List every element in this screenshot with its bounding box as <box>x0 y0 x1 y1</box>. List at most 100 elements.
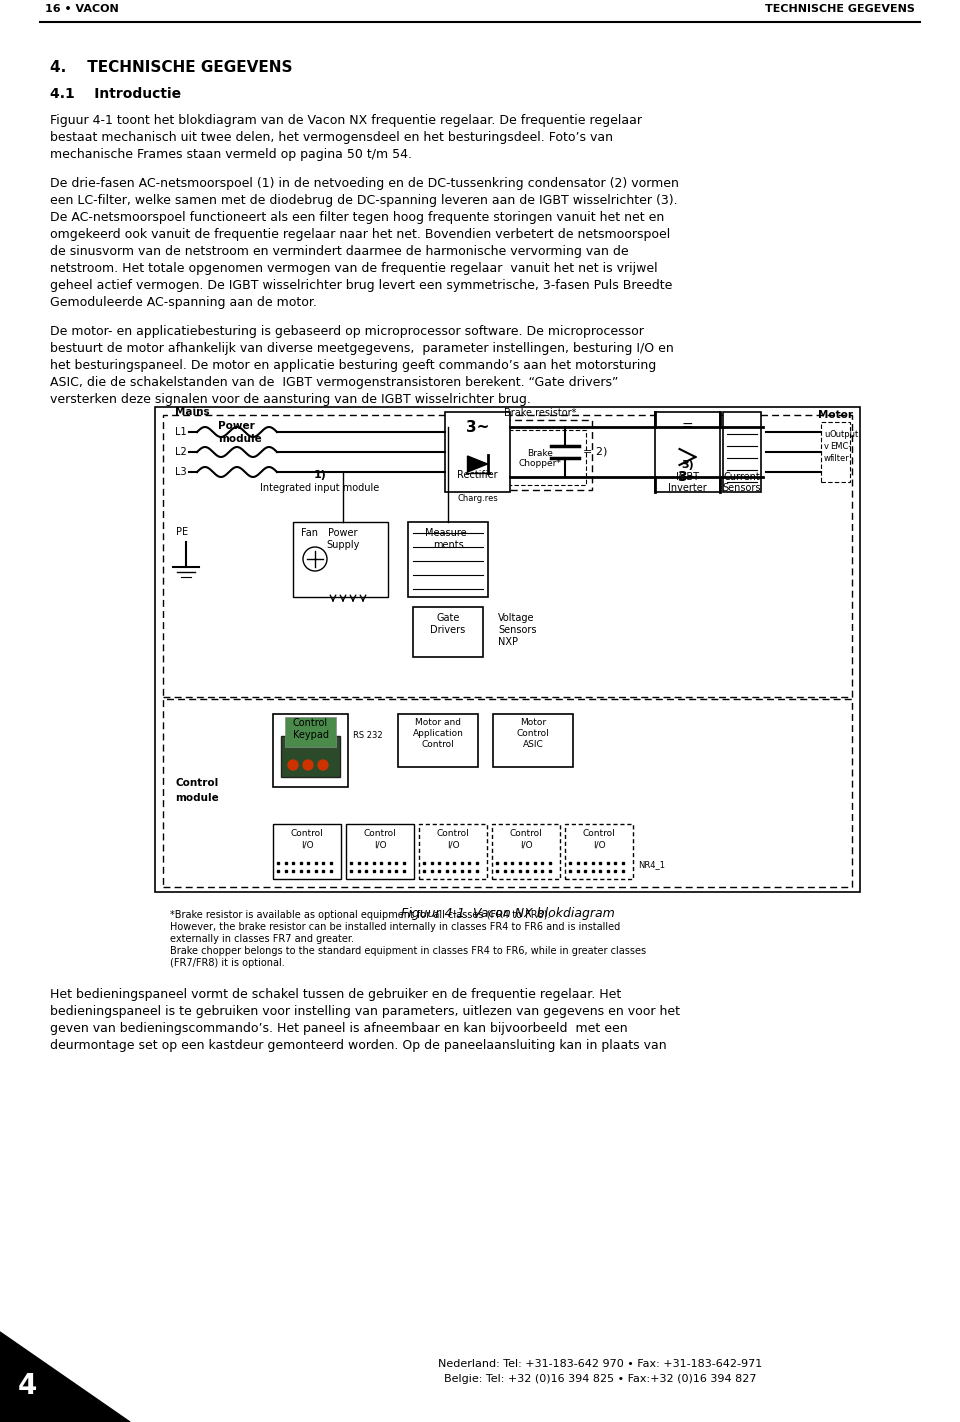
Text: geheel actief vermogen. De IGBT wisselrichter brug levert een symmetrische, 3-fa: geheel actief vermogen. De IGBT wisselri… <box>50 279 672 292</box>
Text: Charg.res: Charg.res <box>457 493 498 503</box>
Bar <box>273 823 341 879</box>
Text: Power: Power <box>218 421 254 431</box>
Text: w: w <box>824 454 830 464</box>
Text: v: v <box>824 442 829 451</box>
Text: Voltage: Voltage <box>498 613 535 623</box>
Text: module: module <box>218 434 262 444</box>
Bar <box>493 714 573 766</box>
Text: deurmontage set op een kastdeur gemonteerd worden. Op de paneelaansluiting kan i: deurmontage set op een kastdeur gemontee… <box>50 1039 666 1052</box>
Text: 3~: 3~ <box>466 419 490 435</box>
Text: bestuurt de motor afhankelijk van diverse meetgegevens,  parameter instellingen,: bestuurt de motor afhankelijk van divers… <box>50 343 674 356</box>
Text: Chopper*: Chopper* <box>518 459 562 468</box>
Text: Brake: Brake <box>527 449 553 458</box>
Bar <box>408 522 488 597</box>
Text: I/O: I/O <box>373 840 386 849</box>
Text: mechanische Frames staan vermeld op pagina 50 t/m 54.: mechanische Frames staan vermeld op pagi… <box>50 148 412 161</box>
Text: Control: Control <box>510 829 542 838</box>
Text: Het bedieningspaneel vormt de schakel tussen de gebruiker en de frequentie regel: Het bedieningspaneel vormt de schakel tu… <box>50 988 621 1001</box>
Text: Control: Control <box>437 829 469 838</box>
Text: 4.1    Introductie: 4.1 Introductie <box>50 87 181 101</box>
Bar <box>346 823 414 879</box>
Text: Brake chopper belongs to the standard equipment in classes FR4 to FR6, while in : Brake chopper belongs to the standard eq… <box>170 946 646 956</box>
Text: versterken deze signalen voor de aansturing van de IGBT wisselrichter brug.: versterken deze signalen voor de aanstur… <box>50 392 531 407</box>
Text: Brake resistor*: Brake resistor* <box>504 408 576 418</box>
Text: However, the brake resistor can be installed internally in classes FR4 to FR6 an: However, the brake resistor can be insta… <box>170 921 620 931</box>
Text: geven van bedieningscommando’s. Het paneel is afneembaar en kan bijvoorbeeld  me: geven van bedieningscommando’s. Het pane… <box>50 1022 628 1035</box>
Text: externally in classes FR7 and greater.: externally in classes FR7 and greater. <box>170 934 354 944</box>
Bar <box>163 700 852 887</box>
Text: De motor- en applicatiebesturing is gebaseerd op microprocessor software. De mic: De motor- en applicatiebesturing is geba… <box>50 326 644 338</box>
Text: de sinusvorm van de netstroom en vermindert daarmee de harmonische vervorming va: de sinusvorm van de netstroom en vermind… <box>50 245 629 257</box>
Text: Supply: Supply <box>326 540 360 550</box>
Bar <box>821 422 850 482</box>
Text: Motor: Motor <box>520 718 546 727</box>
Text: Gemoduleerde AC-spanning aan de motor.: Gemoduleerde AC-spanning aan de motor. <box>50 296 317 309</box>
Text: I/O: I/O <box>592 840 606 849</box>
Text: TECHNISCHE GEGEVENS: TECHNISCHE GEGEVENS <box>765 4 915 14</box>
Text: Measure-: Measure- <box>425 528 470 538</box>
Text: omgekeerd ook vanuit de frequentie regelaar naar het net. Bovendien verbetert de: omgekeerd ook vanuit de frequentie regel… <box>50 228 670 240</box>
Text: Fan: Fan <box>301 528 318 538</box>
Text: Sensors: Sensors <box>723 483 761 493</box>
Text: Inverter: Inverter <box>668 483 707 493</box>
Text: bedieningspaneel is te gebruiken voor instelling van parameters, uitlezen van ge: bedieningspaneel is te gebruiken voor in… <box>50 1005 680 1018</box>
Text: Sensors: Sensors <box>498 626 537 636</box>
Text: Control: Control <box>291 829 324 838</box>
Text: Mains: Mains <box>175 407 209 417</box>
Bar <box>281 737 340 776</box>
Text: L3: L3 <box>175 466 186 476</box>
Bar <box>565 823 633 879</box>
Text: Keypad: Keypad <box>293 729 328 739</box>
Text: Integrated input module: Integrated input module <box>260 483 379 493</box>
Bar <box>655 412 720 492</box>
Bar <box>445 412 510 492</box>
Text: EMC-: EMC- <box>830 442 852 451</box>
Text: De drie-fasen AC-netsmoorspoel (1) in de netvoeding en de DC-tussenkring condens: De drie-fasen AC-netsmoorspoel (1) in de… <box>50 176 679 191</box>
Bar <box>285 717 336 747</box>
Bar <box>488 419 592 491</box>
Bar <box>419 823 487 879</box>
Text: Gate: Gate <box>436 613 460 623</box>
Bar <box>398 714 478 766</box>
Text: = 2): = 2) <box>583 447 608 456</box>
Text: I/O: I/O <box>519 840 532 849</box>
Text: PE: PE <box>176 528 188 538</box>
Text: 4.    TECHNISCHE GEGEVENS: 4. TECHNISCHE GEGEVENS <box>50 60 293 75</box>
Bar <box>413 607 483 657</box>
Bar <box>273 714 348 786</box>
Text: 16 • VACON: 16 • VACON <box>45 4 119 14</box>
Text: netstroom. Het totale opgenomen vermogen van de frequentie regelaar  vanuit het : netstroom. Het totale opgenomen vermogen… <box>50 262 658 274</box>
Text: 3~: 3~ <box>677 471 698 483</box>
Text: een LC-filter, welke samen met de diodebrug de DC-spanning leveren aan de IGBT w: een LC-filter, welke samen met de diodeb… <box>50 193 678 208</box>
Circle shape <box>303 759 313 769</box>
Text: Motor: Motor <box>818 410 853 419</box>
Text: Control: Control <box>421 739 454 749</box>
Text: I/O: I/O <box>300 840 313 849</box>
Text: RS 232: RS 232 <box>353 731 383 739</box>
Text: Drivers: Drivers <box>430 626 466 636</box>
Text: Output: Output <box>830 429 859 439</box>
Text: bestaat mechanisch uit twee delen, het vermogensdeel en het besturingsdeel. Foto: bestaat mechanisch uit twee delen, het v… <box>50 131 613 144</box>
Text: Belgie: Tel: +32 (0)16 394 825 • Fax:+32 (0)16 394 827: Belgie: Tel: +32 (0)16 394 825 • Fax:+32… <box>444 1374 756 1384</box>
Text: Application: Application <box>413 729 464 738</box>
Text: Rectifier: Rectifier <box>457 471 498 481</box>
Text: Control: Control <box>175 778 218 788</box>
Text: Control: Control <box>364 829 396 838</box>
Circle shape <box>318 759 328 769</box>
Bar <box>494 429 586 485</box>
Text: ments: ments <box>433 540 464 550</box>
Polygon shape <box>0 1332 130 1422</box>
Text: u: u <box>824 429 829 439</box>
Bar <box>163 415 852 697</box>
Text: Power: Power <box>328 528 358 538</box>
Text: 3): 3) <box>682 459 694 471</box>
Text: Figuur 4-1 toont het blokdiagram van de Vacon NX frequentie regelaar. De frequen: Figuur 4-1 toont het blokdiagram van de … <box>50 114 642 127</box>
Text: (FR7/FR8) it is optional.: (FR7/FR8) it is optional. <box>170 958 285 968</box>
Text: L1: L1 <box>175 427 186 437</box>
Circle shape <box>288 759 298 769</box>
Bar <box>492 823 560 879</box>
Bar <box>723 412 761 492</box>
Text: NXP: NXP <box>498 637 518 647</box>
Text: Control: Control <box>516 729 549 738</box>
Text: ASIC, die de schakelstanden van de  IGBT vermogenstransistoren berekent. “Gate d: ASIC, die de schakelstanden van de IGBT … <box>50 375 618 390</box>
